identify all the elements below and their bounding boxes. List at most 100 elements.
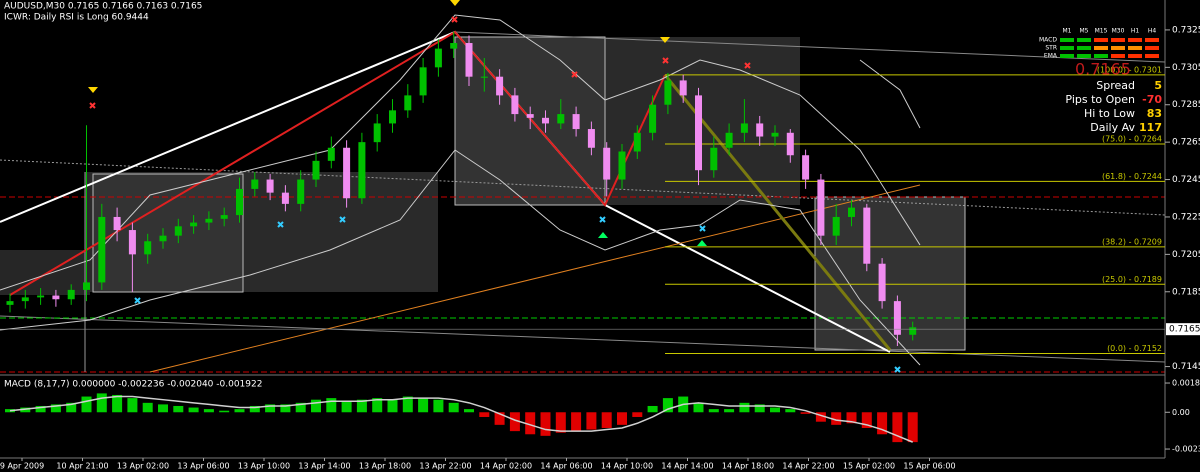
candle-body xyxy=(190,222,198,227)
signal-cell xyxy=(1128,46,1142,50)
macd-bar xyxy=(295,402,306,413)
signal-cell xyxy=(1077,38,1091,42)
macd-bar xyxy=(326,398,337,413)
macd-bar xyxy=(662,398,673,413)
candle-body xyxy=(848,207,855,217)
x-tick-label: 14 Apr 02:00 xyxy=(480,462,532,471)
info-label: Pips to Open xyxy=(1065,93,1135,106)
macd-bar xyxy=(601,412,612,428)
macd-bar xyxy=(433,399,444,413)
macd-bar xyxy=(96,393,107,413)
candle-body xyxy=(695,95,702,171)
current-price-label: 0.7165 xyxy=(1169,325,1200,335)
macd-bar xyxy=(647,405,658,413)
macd-bar xyxy=(525,412,536,435)
candle-body xyxy=(664,80,672,105)
candle-body xyxy=(144,241,152,255)
x-tick-label: 14 Apr 22:00 xyxy=(782,462,834,471)
signal-cell xyxy=(1111,46,1125,50)
y-tick-label: 0.7325 xyxy=(1172,25,1200,35)
macd-bar xyxy=(341,401,352,413)
x-tick-label: 13 Apr 14:00 xyxy=(298,462,350,471)
candle-body xyxy=(465,43,473,77)
candle-body xyxy=(832,216,840,236)
macd-bar xyxy=(219,410,230,413)
x-tick-label: 13 Apr 10:00 xyxy=(238,462,290,471)
big-price: 0.7165 xyxy=(1075,60,1131,79)
macd-bar xyxy=(770,407,780,413)
candle-body xyxy=(266,179,274,193)
candle-body xyxy=(52,295,60,300)
fib-label: (0.0) - 0.7152 xyxy=(1107,344,1162,353)
macd-bar xyxy=(188,407,199,413)
macd-bar xyxy=(693,402,704,413)
signal-column: H1 xyxy=(1131,28,1140,35)
x-tick-label: 15 Apr 02:00 xyxy=(843,462,895,471)
fib-label: (25.0) - 0.7189 xyxy=(1102,275,1162,284)
candle-body xyxy=(98,216,106,283)
x-tick-label: 13 Apr 02:00 xyxy=(117,462,169,471)
y-tick-label: -0.00234 xyxy=(1172,445,1200,454)
candle-body xyxy=(373,123,381,143)
y-tick-label: 0.00186 xyxy=(1172,379,1200,388)
macd-bar xyxy=(234,409,245,413)
signal-cell xyxy=(1111,38,1125,42)
signal-cell xyxy=(1077,46,1091,50)
signal-column: M30 xyxy=(1112,28,1125,35)
macd-bar xyxy=(387,399,398,413)
fib-label: (100.0) - 0.7301 xyxy=(1097,65,1162,74)
x-tick-label: 13 Apr 18:00 xyxy=(359,462,411,471)
macd-title: MACD (8,17,7) 0.000000 -0.002236 -0.0020… xyxy=(4,380,262,390)
candle-body xyxy=(557,114,565,124)
candle-body xyxy=(113,216,121,231)
info-label: Hi to Low xyxy=(1084,107,1135,120)
candle-body xyxy=(878,263,886,302)
macd-bar xyxy=(846,412,857,424)
macd-bar xyxy=(142,402,153,413)
macd-bar xyxy=(265,404,276,413)
signal-row-label: MACD xyxy=(1039,37,1057,44)
candle-body xyxy=(496,76,504,96)
macd-bar xyxy=(907,412,918,443)
macd-bar xyxy=(724,409,735,413)
candle-body xyxy=(679,80,687,96)
candle-body xyxy=(343,147,351,199)
x-tick-label: 15 Apr 06:00 xyxy=(903,462,955,471)
macd-bar xyxy=(540,412,551,436)
chart-subtitle: ICWR: Daily RSI is Long 60.9444 xyxy=(4,13,149,23)
y-tick-label: 0.7305 xyxy=(1172,63,1200,73)
info-value: -70 xyxy=(1142,93,1162,106)
macd-bar xyxy=(815,412,826,422)
macd-bar xyxy=(877,412,888,435)
macd-bar xyxy=(66,402,77,413)
macd-bar xyxy=(356,399,367,413)
macd-bar xyxy=(127,398,138,413)
candle-body xyxy=(281,192,289,204)
macd-bar xyxy=(81,396,92,413)
x-tick-label: 9 Apr 2009 xyxy=(0,462,44,471)
candle-body xyxy=(893,301,901,335)
candle-body xyxy=(419,67,427,96)
chart-title: AUDUSD,M30 0.7165 0.7166 0.7163 0.7165 xyxy=(4,2,202,12)
y-tick-label: 0.7285 xyxy=(1172,100,1200,110)
candle-body xyxy=(633,132,641,152)
y-tick-label: 0.7185 xyxy=(1172,287,1200,297)
signal-column: M1 xyxy=(1063,28,1072,35)
candle-body xyxy=(526,114,534,118)
y-tick-label: 0.7145 xyxy=(1172,362,1200,372)
macd-bar xyxy=(112,394,123,413)
candle-body xyxy=(174,226,182,236)
y-tick-label: 0.7245 xyxy=(1172,175,1200,185)
current-price-box xyxy=(1166,323,1200,336)
candle-body xyxy=(572,114,580,130)
signal-cell xyxy=(1111,54,1125,58)
macd-bar xyxy=(509,412,520,432)
signal-cell xyxy=(1145,38,1159,42)
macd-bar xyxy=(586,412,597,430)
signal-cell xyxy=(1077,54,1091,58)
info-value: 117 xyxy=(1139,121,1162,134)
x-tick-label: 14 Apr 10:00 xyxy=(601,462,653,471)
candle-body xyxy=(450,43,458,49)
signal-cell xyxy=(1145,46,1159,50)
